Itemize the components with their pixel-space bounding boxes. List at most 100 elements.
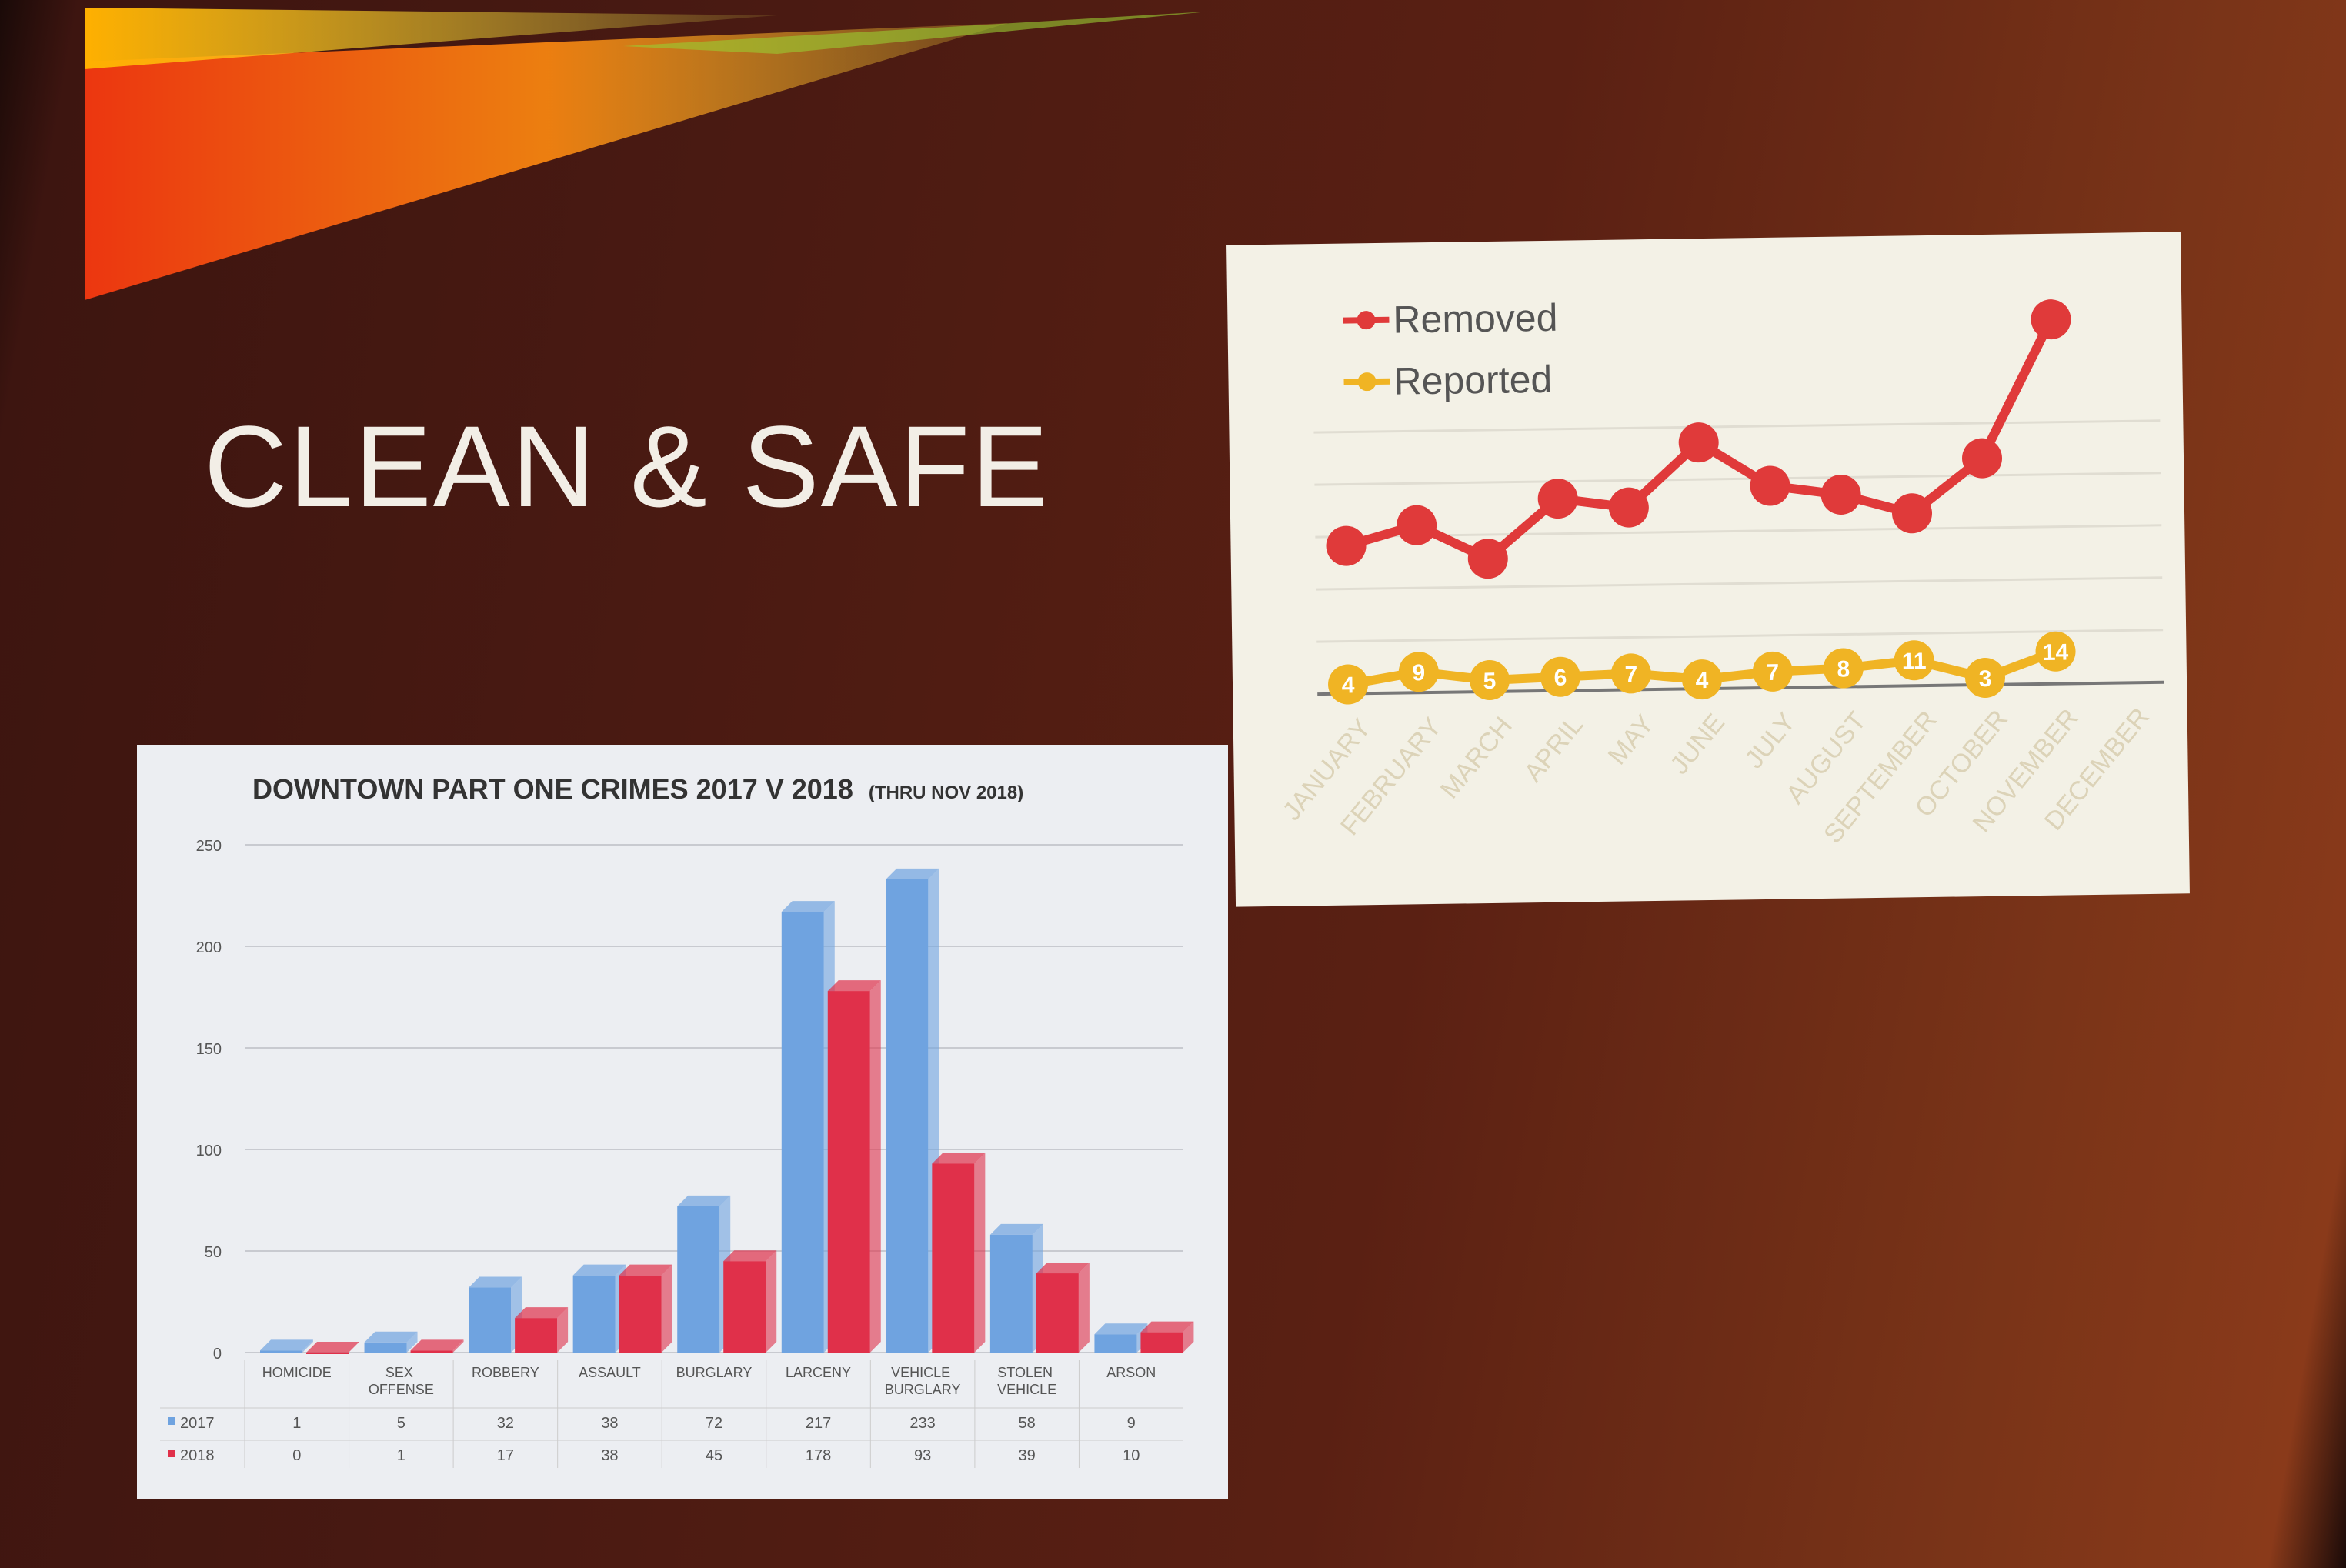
point-Reported [1610, 653, 1651, 694]
point-Removed [1467, 539, 1508, 579]
bar-side [661, 1264, 672, 1353]
table-cell: 93 [914, 1447, 931, 1464]
bar-side [1183, 1321, 1194, 1353]
table-cell: 9 [1127, 1415, 1136, 1432]
bar-2018 [410, 1350, 453, 1353]
y-tick-label: 0 [213, 1346, 222, 1363]
data-label: 9 [1412, 660, 1425, 686]
bar-2017 [1094, 1334, 1137, 1353]
gridline [1313, 419, 2161, 434]
legend-swatch-2017 [168, 1417, 175, 1425]
gridline [1316, 629, 2164, 643]
point-Removed [1608, 487, 1649, 528]
chart-subtitle: (THRU NOV 2018) [869, 782, 1023, 803]
bar-top [469, 1276, 522, 1288]
bar-top [886, 868, 939, 879]
bar-side [1078, 1263, 1090, 1353]
table-cell: 38 [601, 1447, 618, 1464]
bar-2017 [260, 1350, 302, 1353]
bar-2018 [515, 1318, 558, 1353]
category-label: ROBBERY [472, 1365, 539, 1380]
point-Reported [1894, 640, 1934, 681]
category-label: BURGLARY [676, 1365, 753, 1380]
bar-top [1094, 1323, 1148, 1335]
point-Reported [1328, 664, 1369, 705]
gridline [1315, 524, 2162, 539]
y-tick-label: 50 [205, 1244, 222, 1261]
y-tick-label: 200 [196, 939, 222, 956]
data-label: 6 [1553, 666, 1567, 691]
x-tick-label: MARCH [1435, 712, 1518, 805]
point-Reported [2035, 631, 2076, 672]
bar-2017 [989, 1234, 1033, 1353]
decorative-streaks [85, 8, 1208, 300]
point-Removed [1820, 474, 1861, 515]
point-Reported [1823, 648, 1864, 689]
legend-marker-Reported [1357, 372, 1377, 392]
bar-2018 [619, 1275, 662, 1353]
point-Removed [1892, 493, 1933, 534]
table-cell: 38 [601, 1415, 618, 1432]
category-label: SEX OFFENSE [369, 1365, 434, 1397]
bar-side [452, 1339, 464, 1353]
point-Reported [1398, 652, 1439, 692]
bar-2017 [781, 912, 824, 1353]
bar-2018 [1140, 1332, 1183, 1353]
table-cell: 39 [1019, 1447, 1036, 1464]
point-Reported [1469, 659, 1510, 700]
bar-top [572, 1264, 626, 1276]
legend-label: 2018 [180, 1447, 215, 1464]
table-cell: 45 [706, 1447, 722, 1464]
data-label: 11 [1902, 649, 1927, 674]
table-cell: 1 [397, 1447, 405, 1464]
point-Reported [1540, 656, 1580, 697]
gridline [1317, 680, 2164, 696]
table-cell: 32 [497, 1415, 514, 1432]
bar-2017 [886, 879, 929, 1353]
data-label: 8 [1837, 656, 1850, 682]
legend-label: 2017 [180, 1415, 215, 1432]
point-Reported [1752, 651, 1793, 692]
bar-top [515, 1307, 569, 1319]
table-cell: 217 [806, 1415, 831, 1432]
chart-title: DOWNTOWN PART ONE CRIMES 2017 V 2018 [252, 773, 853, 805]
table-cell: 58 [1019, 1415, 1036, 1432]
category-label: VEHICLE BURGLARY [885, 1365, 961, 1397]
data-label: 3 [1978, 666, 1991, 692]
point-Reported [1965, 657, 2006, 698]
category-label: ARSON [1106, 1365, 1156, 1380]
bar-top [1036, 1263, 1090, 1274]
bar-top [619, 1264, 672, 1276]
bar-2018 [306, 1353, 349, 1354]
table-cell: 72 [706, 1415, 722, 1432]
category-label: ASSAULT [579, 1365, 641, 1380]
data-label: 7 [1766, 660, 1779, 686]
crimes-bar-chart-panel: DOWNTOWN PART ONE CRIMES 2017 V 2018 (TH… [137, 745, 1228, 1499]
legend-swatch-2018 [168, 1450, 175, 1457]
bar-2018 [827, 991, 870, 1353]
bar-2018 [1036, 1273, 1079, 1353]
bar-top [677, 1195, 731, 1206]
removed-reported-line-chart-panel: 4 9 5 6 7 4 7 8 11 3 14 JANUARY FEBRUARY MARCH APRIL MA… [1226, 232, 2190, 907]
legend-marker-Removed [1357, 311, 1376, 330]
bar-side [302, 1339, 313, 1353]
point-Removed [1962, 438, 2003, 479]
legend-label: Reported [1393, 358, 1552, 403]
point-Removed [1750, 465, 1790, 506]
category-label: STOLEN VEHICLE [997, 1365, 1056, 1397]
table-cell: 0 [292, 1447, 301, 1464]
data-label: 4 [1341, 672, 1354, 698]
data-label: 7 [1624, 662, 1637, 687]
bar-top [364, 1331, 418, 1343]
x-tick-label: JULY [1740, 707, 1801, 773]
bar-top [1140, 1321, 1194, 1333]
bar-side [766, 1250, 777, 1353]
bar-top [827, 980, 881, 992]
bar-2018 [723, 1261, 766, 1353]
point-Removed [1537, 479, 1578, 519]
bar-top [410, 1339, 464, 1351]
point-Removed [2031, 299, 2071, 340]
table-cell: 233 [909, 1415, 935, 1432]
crimes-bar-chart: DOWNTOWN PART ONE CRIMES 2017 V 2018 (TH… [160, 773, 1194, 1468]
bar-top [932, 1153, 986, 1164]
